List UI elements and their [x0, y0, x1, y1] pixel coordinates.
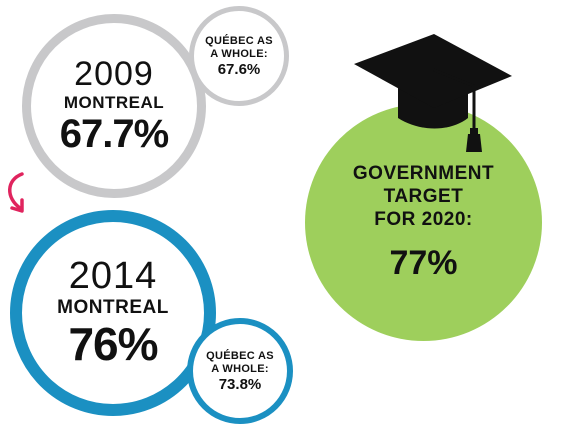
rate-2014-montreal: 76%	[68, 318, 158, 370]
quebec-2014-label-line2: A WHOLE:	[211, 362, 269, 375]
rate-2014-quebec: 73.8%	[218, 375, 262, 393]
rate-2009-montreal: 67.7%	[59, 111, 169, 156]
quebec-2009-label-line2: A WHOLE:	[210, 47, 268, 60]
target-label-line2: TARGET	[383, 186, 464, 207]
year-2014-label: 2014	[68, 255, 158, 297]
quebec-2014-label-line1: QUÉBEC AS	[206, 349, 274, 362]
target-label-line3: FOR 2020:	[374, 209, 473, 230]
city-2014-label: MONTREAL	[57, 297, 169, 318]
curved-arrow-icon	[8, 172, 24, 213]
circle-2009-montreal: 2009 MONTREAL 67.7%	[22, 14, 206, 198]
circle-government-target: GOVERNMENT TARGET FOR 2020: 77%	[305, 104, 542, 341]
quebec-2009-label-line1: QUÉBEC AS	[205, 34, 273, 47]
target-rate: 77%	[389, 244, 458, 282]
circle-2009-quebec: QUÉBEC AS A WHOLE: 67.6%	[189, 6, 289, 106]
circle-2014-montreal: 2014 MONTREAL 76%	[10, 210, 216, 416]
circle-2014-quebec: QUÉBEC AS A WHOLE: 73.8%	[187, 318, 293, 424]
graduation-cap-icon	[354, 34, 512, 152]
year-2009-label: 2009	[74, 54, 154, 93]
target-label-line1: GOVERNMENT	[352, 163, 495, 184]
city-2009-label: MONTREAL	[63, 92, 165, 112]
rate-2009-quebec: 67.6%	[217, 60, 261, 78]
